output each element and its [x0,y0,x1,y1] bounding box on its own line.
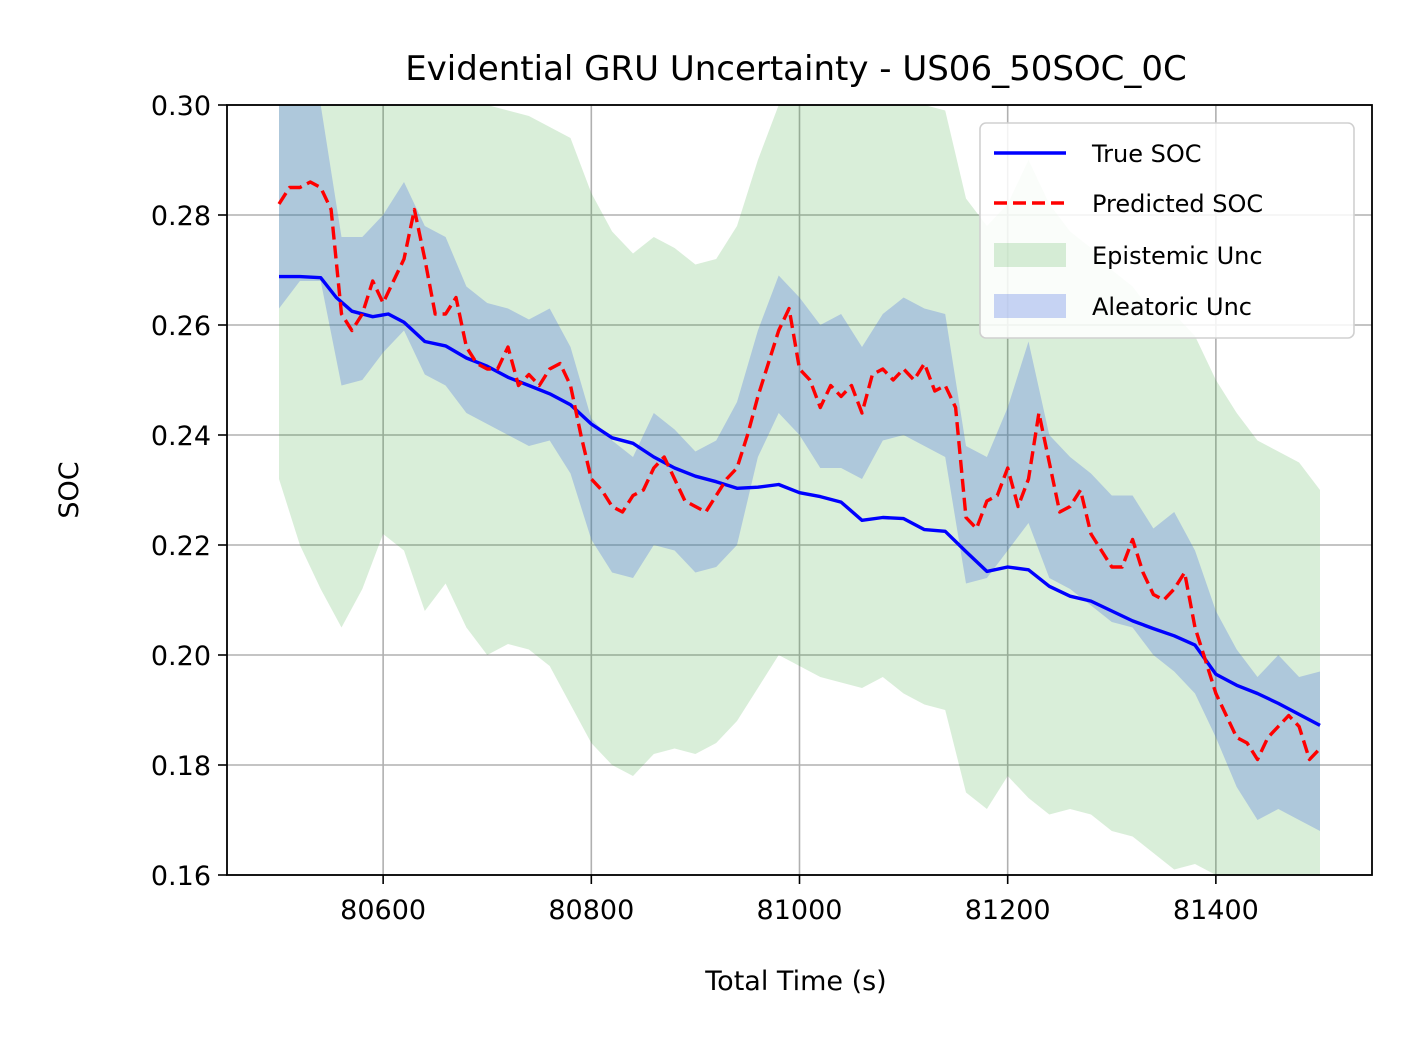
series-lines [277,180,1322,762]
y-tick-label: 0.22 [151,531,211,562]
legend-label-predicted-soc: Predicted SOC [1092,190,1263,218]
predicted-soc-line [277,180,1322,762]
y-tick-label: 0.16 [151,861,211,892]
legend-swatch-aleatoric [994,294,1066,318]
y-tick-label: 0.26 [151,311,211,342]
y-tick-label: 0.24 [151,421,211,452]
true-soc-line [279,274,1321,727]
legend-swatch-epistemic [994,243,1066,267]
legend-label-true-soc: True SOC [1091,140,1202,168]
chart-title: Evidential GRU Uncertainty - US06_50SOC_… [405,49,1187,89]
y-tick-label: 0.28 [151,201,211,232]
legend-frame [979,122,1355,339]
x-tick-label: 81000 [757,895,843,926]
x-tick-label: 80600 [340,895,426,926]
y-axis-label: SOC [54,461,85,518]
x-tick-label: 81200 [965,895,1051,926]
y-tick-label: 0.18 [151,751,211,782]
x-axis: 80600 80800 81000 81200 81400 [340,875,1259,926]
x-tick-label: 81400 [1173,895,1259,926]
y-tick-label: 0.30 [151,91,211,122]
y-axis: 0.16 0.18 0.20 0.22 0.24 0.26 0.28 0.30 [151,91,227,892]
legend: True SOC Predicted SOC Epistemic Unc Ale… [979,122,1355,339]
x-axis-label: Total Time (s) [704,966,886,997]
x-tick-label: 80800 [548,895,634,926]
legend-label-epistemic: Epistemic Unc [1092,242,1263,270]
legend-label-aleatoric: Aleatoric Unc [1092,293,1252,321]
y-tick-label: 0.20 [151,641,211,672]
